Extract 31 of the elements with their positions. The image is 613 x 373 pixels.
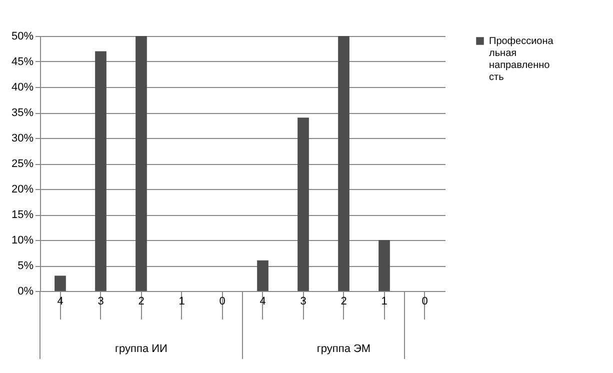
legend-label: Профессиональная направленность bbox=[489, 36, 554, 83]
x-tick-label: 1 bbox=[381, 296, 388, 308]
x-tick-label: 4 bbox=[57, 296, 64, 308]
y-tick-label: 30% bbox=[11, 132, 34, 144]
text: группа ЭМ bbox=[316, 343, 371, 355]
bar bbox=[298, 118, 309, 291]
x-tick-label: 3 bbox=[98, 296, 104, 308]
x-tick-label: 2 bbox=[138, 296, 144, 308]
bar bbox=[136, 36, 147, 291]
x-tick-label: 3 bbox=[300, 296, 306, 308]
y-tick-label: 20% bbox=[11, 184, 34, 196]
x-tick-label: 2 bbox=[340, 296, 347, 308]
y-tick-label: 5% bbox=[18, 260, 34, 272]
bar bbox=[378, 240, 390, 291]
y-tick-label: 45% bbox=[11, 56, 34, 68]
bar bbox=[95, 51, 106, 291]
y-tick-label: 10% bbox=[11, 234, 34, 246]
y-tick-label: 15% bbox=[11, 209, 34, 221]
x-tick-label: 0 bbox=[422, 296, 428, 308]
y-tick-label: 50% bbox=[11, 30, 34, 42]
bar bbox=[338, 36, 350, 291]
x-tick-label: 4 bbox=[260, 296, 266, 308]
bar bbox=[54, 276, 66, 291]
y-tick-label: 35% bbox=[11, 107, 34, 119]
text: группа ИИ bbox=[115, 343, 168, 355]
y-tick-label: 0% bbox=[18, 286, 34, 298]
bar bbox=[257, 260, 268, 291]
x-tick-label: 1 bbox=[178, 296, 185, 308]
x-tick-label: 0 bbox=[219, 296, 226, 308]
y-tick-label: 25% bbox=[11, 158, 34, 170]
y-tick-label: 40% bbox=[11, 82, 34, 94]
